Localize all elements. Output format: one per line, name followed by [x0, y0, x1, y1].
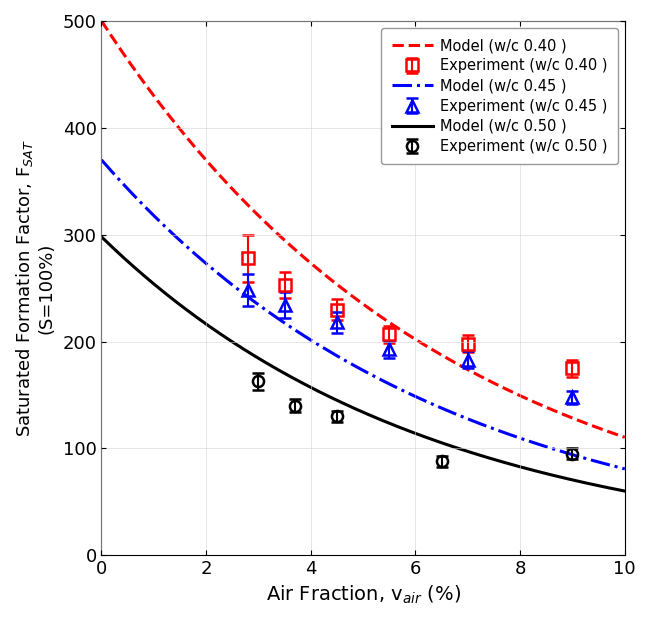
Model (w/c 0.50 )	[381, 418, 389, 425]
Y-axis label: Saturated Formation Factor, F$_{SAT}$
(S=100%): Saturated Formation Factor, F$_{SAT}$ (S…	[14, 139, 56, 437]
Model (w/c 0.40 )	[608, 429, 616, 436]
Model (w/c 0.45 )	[608, 462, 616, 469]
Model (w/c 0.40 )	[621, 433, 629, 441]
Model (w/c 0.45 )	[409, 392, 417, 399]
Model (w/c 0.45 )	[621, 465, 629, 472]
Model (w/c 0.45 )	[381, 378, 389, 386]
Model (w/c 0.50 )	[608, 485, 616, 492]
Model (w/c 0.40 )	[409, 334, 417, 342]
Line: Model (w/c 0.40 ): Model (w/c 0.40 )	[101, 21, 625, 437]
Line: Model (w/c 0.45 ): Model (w/c 0.45 )	[101, 160, 625, 469]
Model (w/c 0.45 )	[346, 360, 354, 367]
Model (w/c 0.45 )	[349, 361, 357, 369]
Model (w/c 0.40 )	[381, 316, 389, 323]
Legend: Model (w/c 0.40 ), Experiment (w/c 0.40 ), Model (w/c 0.45 ), Experiment (w/c 0.: Model (w/c 0.40 ), Experiment (w/c 0.40 …	[382, 28, 618, 164]
Model (w/c 0.40 )	[526, 397, 534, 404]
Model (w/c 0.40 )	[346, 291, 354, 298]
Model (w/c 0.50 )	[409, 429, 417, 436]
Model (w/c 0.50 )	[346, 402, 354, 410]
Model (w/c 0.40 )	[349, 293, 357, 301]
Model (w/c 0.50 )	[621, 487, 629, 495]
X-axis label: Air Fraction, v$_{air}$ (%): Air Fraction, v$_{air}$ (%)	[266, 584, 461, 606]
Line: Model (w/c 0.50 ): Model (w/c 0.50 )	[101, 237, 625, 491]
Model (w/c 0.50 )	[526, 466, 534, 473]
Model (w/c 0.50 )	[349, 404, 357, 412]
Model (w/c 0.45 )	[526, 438, 534, 445]
Model (w/c 0.50 )	[98, 233, 105, 241]
Model (w/c 0.45 )	[98, 156, 105, 164]
Model (w/c 0.40 )	[98, 17, 105, 25]
